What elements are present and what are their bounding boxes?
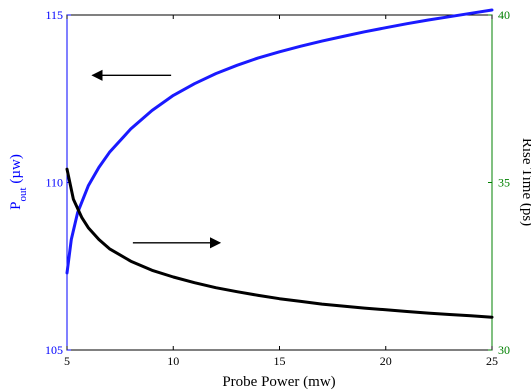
left-y-tick-label: 115 xyxy=(45,8,63,22)
plot-area xyxy=(66,14,493,351)
ticks-layer: 5 10 15 20 25 105 110 115 30 35 40 xyxy=(45,8,510,368)
right-y-tick-label: 40 xyxy=(498,8,510,22)
left-y-tick-label: 105 xyxy=(45,343,63,357)
annotation-layer xyxy=(91,69,222,249)
rise-time-series-line xyxy=(65,167,494,319)
x-tick-label: 5 xyxy=(64,354,70,368)
right-y-axis-title: Rise Time (ps) xyxy=(519,138,531,226)
left-y-tick-label: 110 xyxy=(45,176,63,190)
left-y-axis-title-subscript: out xyxy=(17,187,29,201)
x-tick-label: 15 xyxy=(274,354,286,368)
right-y-tick-label: 35 xyxy=(498,176,510,190)
left-y-axis-title-main: P xyxy=(8,201,24,209)
series-layer xyxy=(65,8,494,319)
x-tick-label: 10 xyxy=(167,354,179,368)
pout-series-line xyxy=(65,8,494,275)
x-tick-label: 25 xyxy=(486,354,498,368)
right-y-tick-label: 30 xyxy=(498,343,510,357)
x-tick-label: 20 xyxy=(380,354,392,368)
left-y-axis-title: Pout (µw) xyxy=(8,154,29,210)
x-axis-title: Probe Power (mw) xyxy=(222,374,335,390)
left-y-axis-title-units: (µw) xyxy=(8,154,24,187)
